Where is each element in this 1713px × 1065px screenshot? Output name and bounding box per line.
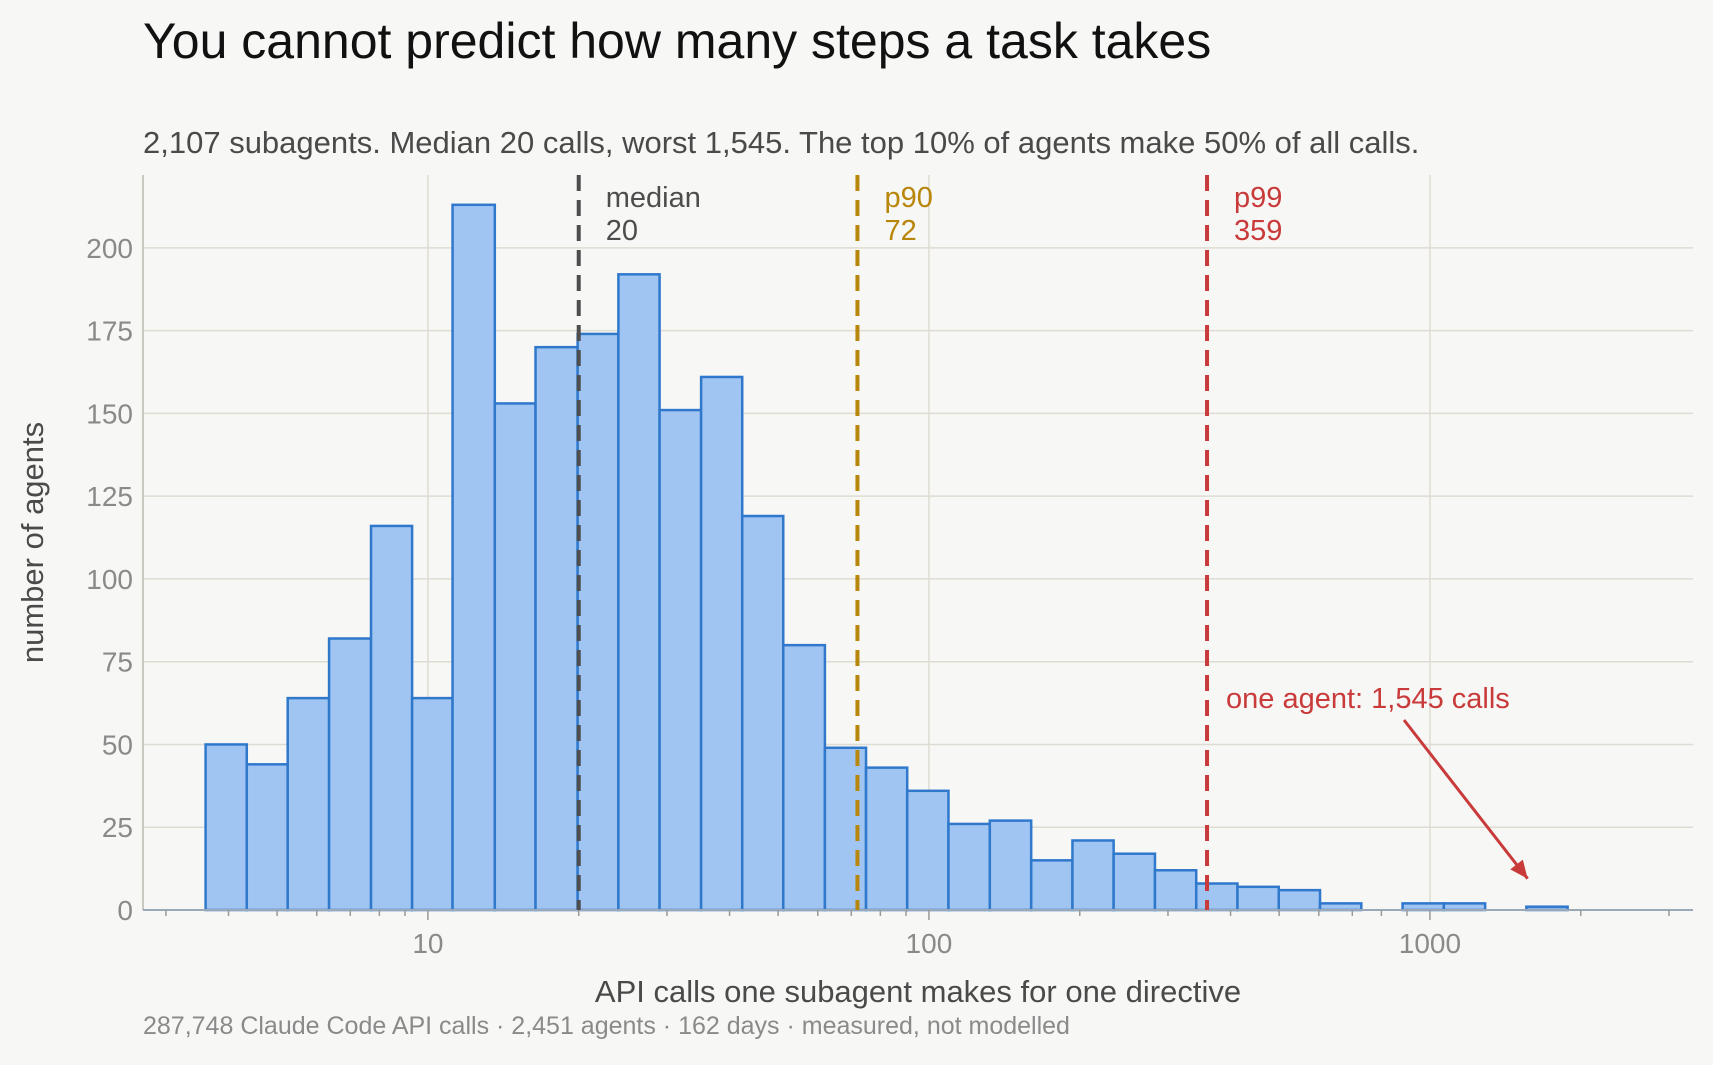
chart-subtitle: 2,107 subagents. Median 20 calls, worst … — [143, 125, 1420, 160]
histogram-bar — [988, 819, 1033, 912]
y-tick-label: 0 — [117, 895, 133, 926]
bars-layer — [204, 203, 1569, 912]
y-tick-label: 100 — [86, 564, 133, 595]
histogram-bar — [1277, 888, 1322, 912]
x-tick-label: 10 — [412, 928, 443, 959]
annotation-arrow-line — [1402, 719, 1529, 880]
histogram-bar — [823, 746, 868, 912]
y-tick-label: 150 — [86, 398, 133, 429]
grid-layer — [143, 175, 1693, 910]
histogram-bar — [1071, 839, 1115, 912]
histogram-bar — [1112, 852, 1157, 912]
y-tick-label: 125 — [86, 481, 133, 512]
y-tick-label: 25 — [102, 812, 133, 843]
histogram-bar — [947, 822, 992, 912]
x-axis-title: API calls one subagent makes for one dir… — [595, 974, 1241, 1009]
annotation-text: one agent: 1,545 calls — [1226, 683, 1510, 715]
histogram-bar — [245, 763, 289, 912]
histogram-bar — [740, 514, 785, 912]
p99-label: p99 — [1234, 182, 1282, 214]
histogram-bar — [327, 637, 373, 912]
annotation-layer: one agent: 1,545 calls — [1226, 683, 1529, 880]
annotation-arrowhead — [1510, 859, 1528, 879]
y-tick-label: 200 — [86, 233, 133, 264]
histogram-bar — [286, 696, 331, 912]
histogram-bar — [864, 766, 909, 912]
histogram-bar — [617, 273, 661, 912]
histogram-bar — [534, 345, 579, 912]
median-value-label: 20 — [606, 215, 638, 247]
histogram-bar — [369, 524, 414, 912]
histogram-bar — [782, 643, 827, 912]
p90-value-label: 72 — [884, 215, 916, 247]
histogram-bar — [1029, 859, 1074, 912]
x-tick-label: 100 — [906, 928, 953, 959]
histogram-bar — [1153, 869, 1198, 912]
histogram-bar — [493, 402, 537, 912]
histogram-bar — [1236, 885, 1281, 912]
histogram-bar — [410, 696, 454, 912]
histogram-bar — [1194, 882, 1239, 912]
p99-value-label: 359 — [1234, 215, 1282, 247]
histogram-bar — [204, 743, 249, 912]
median-label: median — [606, 182, 701, 214]
y-tick-label: 75 — [102, 647, 133, 678]
histogram-bar — [699, 375, 744, 912]
chart-title: You cannot predict how many steps a task… — [143, 13, 1212, 69]
histogram-bar — [905, 789, 950, 912]
histogram-bar — [658, 408, 703, 912]
histogram-bar — [451, 203, 497, 912]
x-tick-label: 1000 — [1399, 928, 1461, 959]
histogram-bar — [576, 332, 620, 912]
chart-footer: 287,748 Claude Code API calls · 2,451 ag… — [143, 1012, 1070, 1040]
y-tick-label: 175 — [86, 316, 133, 347]
axes-layer: 0 25 50 75 100 125 150 175 200 10 100 1000 API calls… — [15, 175, 1693, 1009]
p90-label: p90 — [884, 182, 932, 214]
y-tick-label: 50 — [102, 729, 133, 760]
y-axis-title: number of agents — [15, 422, 50, 663]
